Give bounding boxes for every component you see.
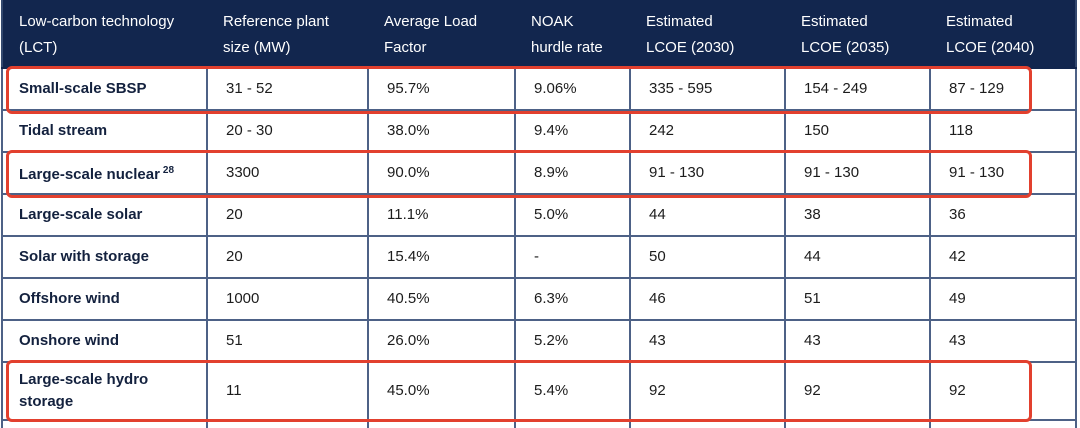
value-cell (929, 419, 1077, 428)
table-row-large-scale-nuclear: Large-scale nuclear 28 3300 90.0% 8.9% 91… (1, 151, 1077, 195)
lct-cell: Offshore wind (1, 277, 208, 321)
value-cell: 11 (206, 361, 369, 421)
value-cell: 1000 (206, 277, 369, 321)
col-header-lct: Low-carbon technology (LCT) (2, 0, 207, 69)
value-cell: 31 - 52 (206, 67, 369, 111)
value-cell: 42 (929, 235, 1077, 279)
value-cell: 43 (929, 319, 1077, 363)
value-cell: 91 - 130 (929, 151, 1077, 195)
value-cell: 26.0% (367, 319, 516, 363)
value-cell: 46 (629, 277, 786, 321)
table-row-onshore-wind: Onshore wind 51 26.0% 5.2% 43 43 43 (1, 319, 1077, 363)
value-cell: 335 - 595 (629, 67, 786, 111)
table-row-large-scale-hydro-storage: Large-scale hydro storage 11 45.0% 5.4% … (1, 361, 1077, 421)
lct-cell: Large-scale hydro storage (1, 361, 208, 421)
table-row-tidal-stream: Tidal stream 20 - 30 38.0% 9.4% 242 150 … (1, 109, 1077, 153)
table-row-clipped (1, 419, 1077, 428)
col-header-reference-plant-size: Reference plant size (MW) (207, 0, 368, 69)
lct-cell: Large-scale nuclear 28 (1, 151, 208, 195)
value-cell: 40.5% (367, 277, 516, 321)
footnote-ref: 28 (162, 165, 175, 176)
value-cell: 92 (784, 361, 931, 421)
value-cell: 154 - 249 (784, 67, 931, 111)
value-cell: 87 - 129 (929, 67, 1077, 111)
table-row-large-scale-solar: Large-scale solar 20 11.1% 5.0% 44 38 36 (1, 193, 1077, 237)
value-cell: 15.4% (367, 235, 516, 279)
table-body: Small-scale SBSP 31 - 52 95.7% 9.06% 335… (1, 67, 1077, 428)
col-header-lcoe-2035: Estimated LCOE (2035) (785, 0, 930, 69)
value-cell: 38 (784, 193, 931, 237)
value-cell: 50 (629, 235, 786, 279)
value-cell: - (514, 235, 631, 279)
value-cell: 20 (206, 235, 369, 279)
value-cell (367, 419, 516, 428)
value-cell: 9.4% (514, 109, 631, 153)
value-cell: 44 (629, 193, 786, 237)
value-cell: 9.06% (514, 67, 631, 111)
value-cell: 38.0% (367, 109, 516, 153)
lct-cell: Large-scale solar (1, 193, 208, 237)
value-cell: 90.0% (367, 151, 516, 195)
col-header-lcoe-2030: Estimated LCOE (2030) (630, 0, 785, 69)
value-cell: 20 - 30 (206, 109, 369, 153)
value-cell: 150 (784, 109, 931, 153)
value-cell: 5.0% (514, 193, 631, 237)
header-row: Low-carbon technology (LCT) Reference pl… (2, 0, 1076, 69)
value-cell: 49 (929, 277, 1077, 321)
table-row-solar-with-storage: Solar with storage 20 15.4% - 50 44 42 (1, 235, 1077, 279)
value-cell: 242 (629, 109, 786, 153)
col-header-average-load-factor: Average Load Factor (368, 0, 515, 69)
table-header: Low-carbon technology (LCT) Reference pl… (2, 0, 1076, 69)
value-cell: 45.0% (367, 361, 516, 421)
value-cell: 36 (929, 193, 1077, 237)
value-cell: 91 - 130 (784, 151, 931, 195)
lct-cell: Solar with storage (1, 235, 208, 279)
lct-cell: Small-scale SBSP (1, 67, 208, 111)
value-cell: 20 (206, 193, 369, 237)
col-header-noak-hurdle-rate: NOAK hurdle rate (515, 0, 630, 69)
value-cell: 51 (784, 277, 931, 321)
value-cell: 91 - 130 (629, 151, 786, 195)
table-row-small-scale-sbsp: Small-scale SBSP 31 - 52 95.7% 9.06% 335… (1, 67, 1077, 111)
table-row-offshore-wind: Offshore wind 1000 40.5% 6.3% 46 51 49 (1, 277, 1077, 321)
value-cell: 43 (784, 319, 931, 363)
value-cell: 5.2% (514, 319, 631, 363)
value-cell: 11.1% (367, 193, 516, 237)
value-cell: 44 (784, 235, 931, 279)
value-cell (629, 419, 786, 428)
value-cell: 95.7% (367, 67, 516, 111)
value-cell (206, 419, 369, 428)
value-cell (1, 419, 208, 428)
value-cell: 51 (206, 319, 369, 363)
value-cell: 92 (929, 361, 1077, 421)
value-cell: 5.4% (514, 361, 631, 421)
lct-cell: Tidal stream (1, 109, 208, 153)
value-cell: 3300 (206, 151, 369, 195)
value-cell: 118 (929, 109, 1077, 153)
value-cell: 43 (629, 319, 786, 363)
value-cell: 6.3% (514, 277, 631, 321)
value-cell: 92 (629, 361, 786, 421)
lct-cell: Onshore wind (1, 319, 208, 363)
value-cell (784, 419, 931, 428)
col-header-lcoe-2040: Estimated LCOE (2040) (930, 0, 1076, 69)
value-cell: 8.9% (514, 151, 631, 195)
value-cell (514, 419, 631, 428)
